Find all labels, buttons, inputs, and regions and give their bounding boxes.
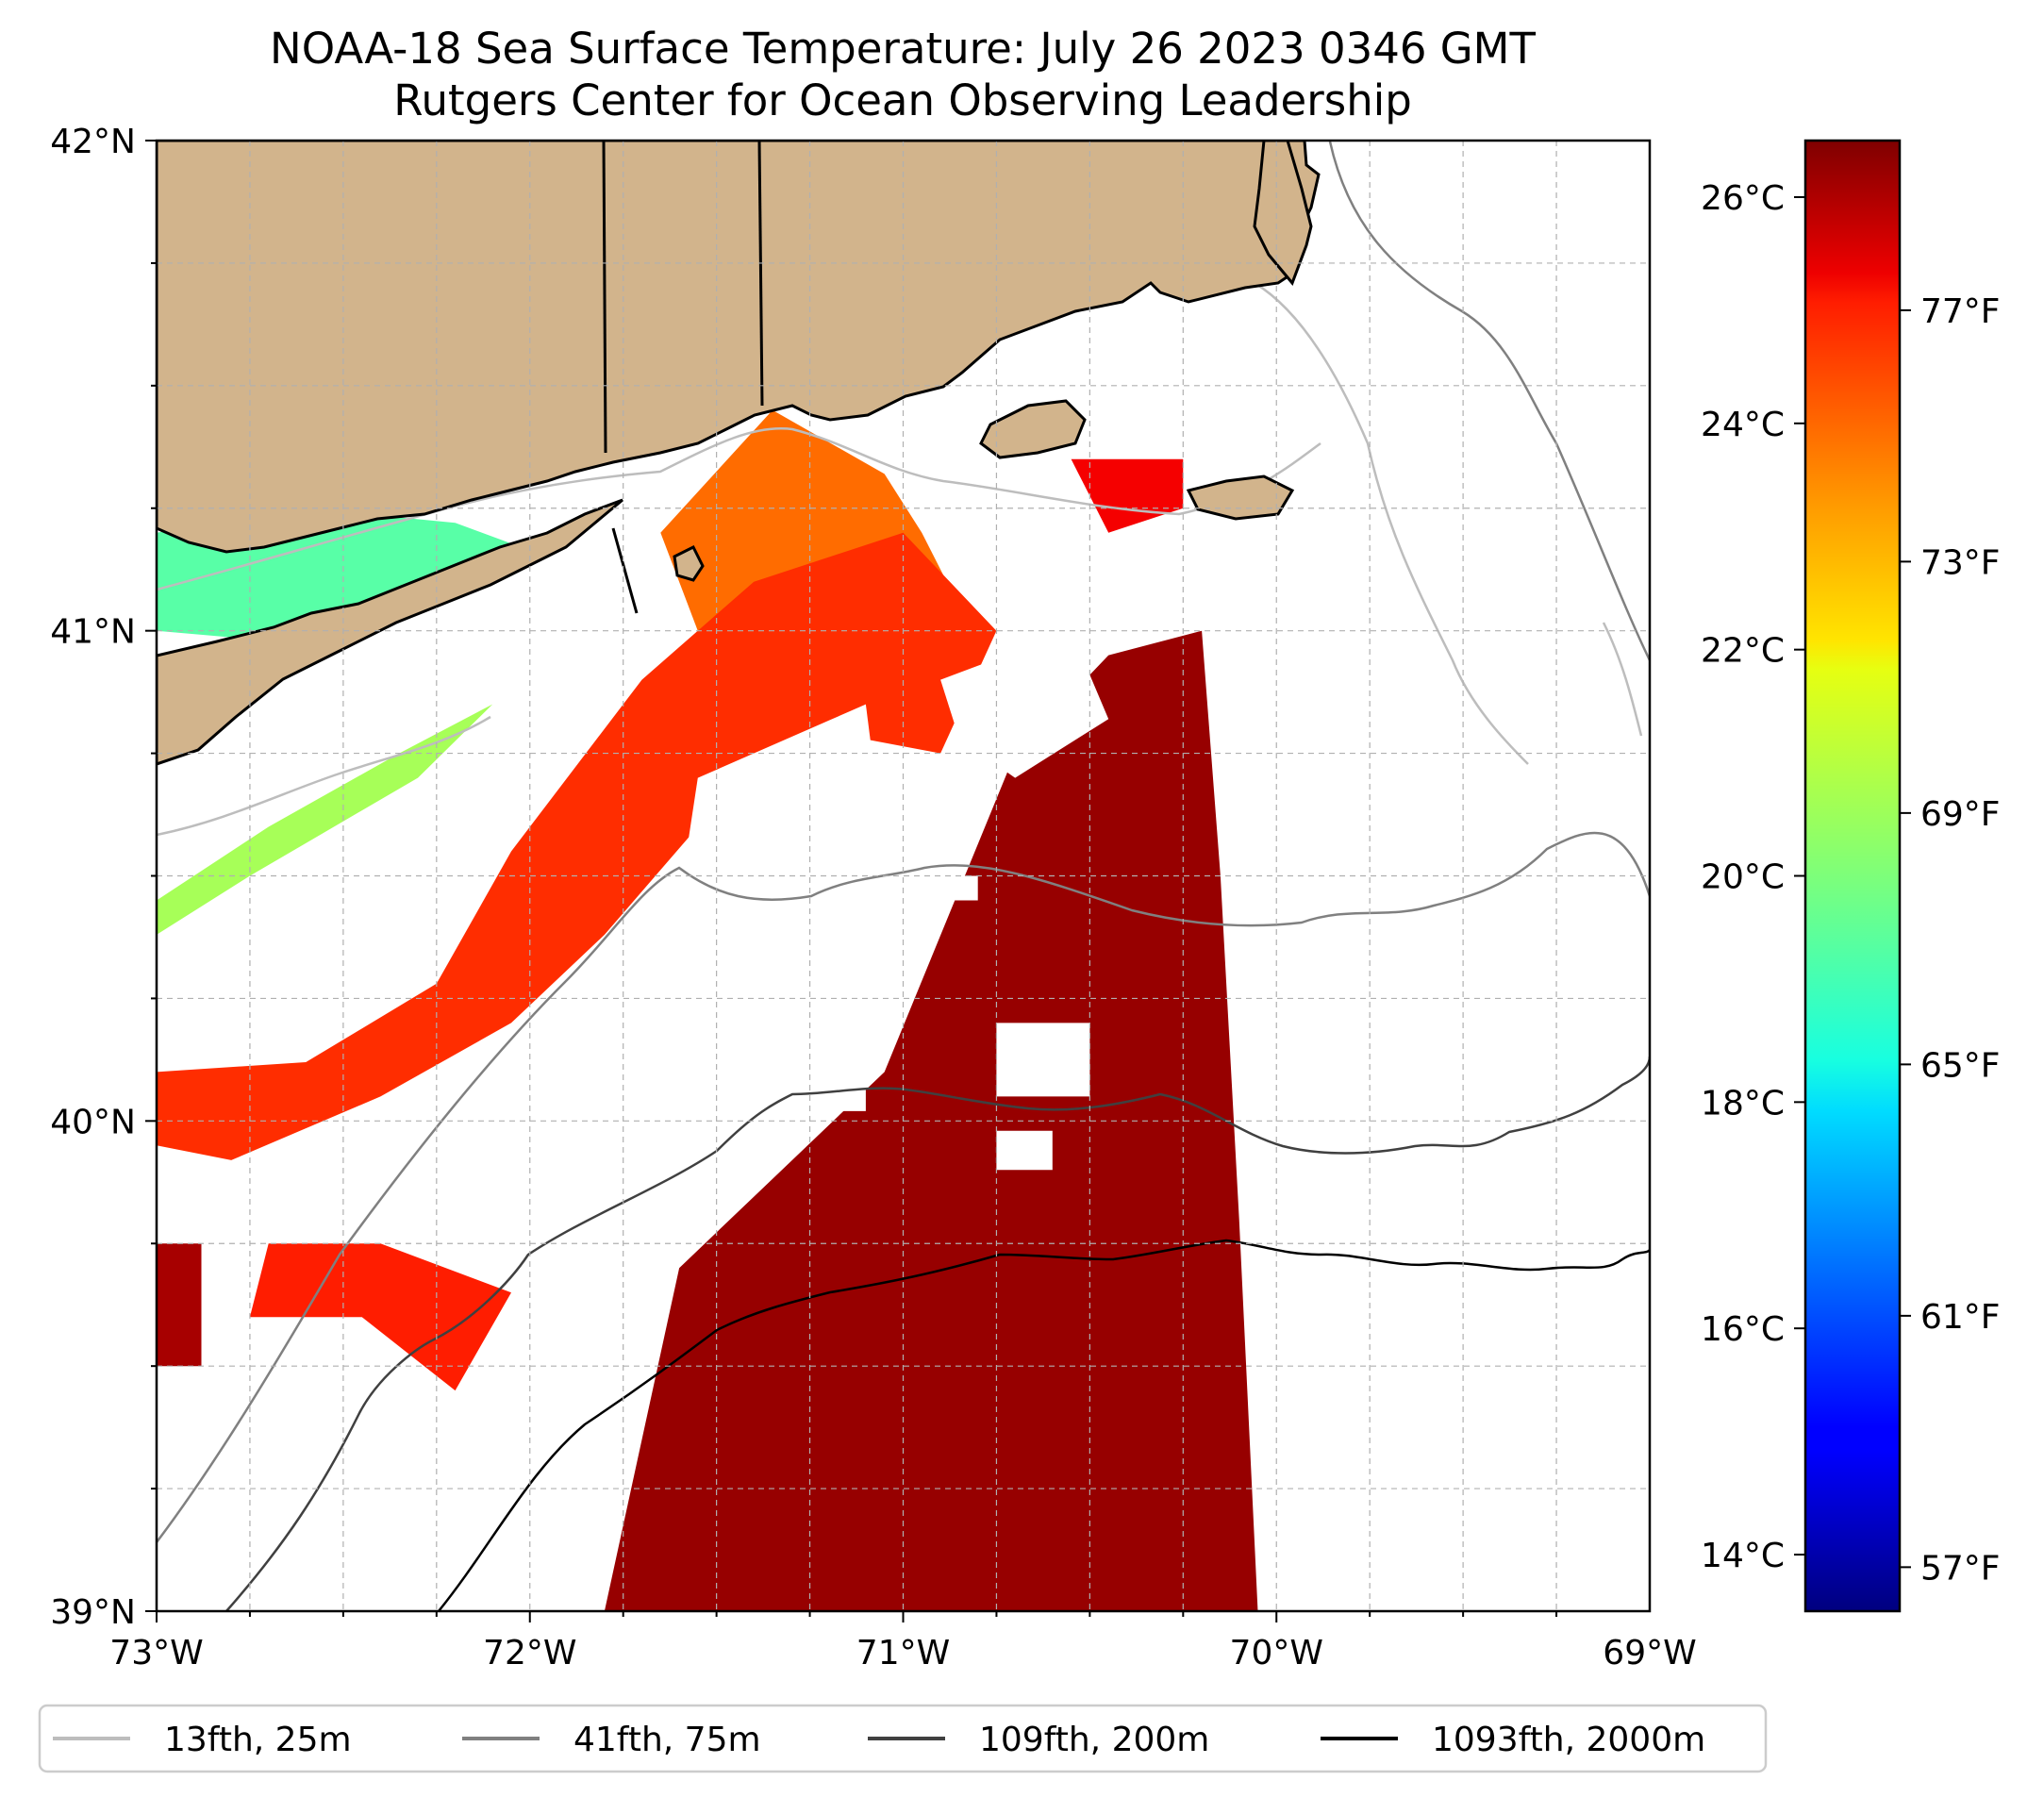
cloud-gap-6: [940, 875, 978, 901]
isobath-2000m: [438, 1239, 1650, 1611]
legend-label: 109fth, 200m: [979, 1721, 1209, 1759]
land: [157, 141, 1321, 766]
sst-region-nearshore-li: [157, 704, 493, 935]
x-tick-label: 70°W: [1230, 1634, 1323, 1672]
sst-region-cape-warm: [1071, 458, 1184, 533]
title-line-2: Rutgers Center for Ocean Observing Leade…: [393, 75, 1412, 125]
x-tick-label: 71°W: [856, 1634, 950, 1672]
isobath-75m: [157, 141, 1650, 1543]
cbar-f-tick-label: 73°F: [1920, 543, 2001, 582]
cbar-c-tick-label: 20°C: [1701, 858, 1785, 897]
cbar-f-tick-label: 61°F: [1920, 1298, 2001, 1337]
cloud-gap-5: [996, 1130, 1053, 1171]
gridlines: [157, 141, 1650, 1611]
sst-region-west-edge-warm: [157, 1243, 202, 1367]
x-tick-label: 69°W: [1603, 1634, 1696, 1672]
colorbar-fahrenheit-ticks: 57°F 61°F 65°F 69°F 73°F 77°F: [1900, 292, 2001, 1588]
cbar-f-tick-label: 65°F: [1920, 1046, 2001, 1085]
cloud-gap-2: [940, 630, 1109, 778]
sst-region-southwest-band: [249, 1243, 511, 1391]
land-marthas-vineyard: [979, 399, 1087, 459]
cloud-gap-layer: [679, 630, 1109, 1171]
cbar-f-tick-label: 69°F: [1920, 795, 2001, 834]
x-tick-label: 73°W: [109, 1634, 203, 1672]
y-axis: 42°N 41°N 40°N 39°N: [50, 123, 157, 1632]
y-tick-label: 40°N: [50, 1103, 136, 1141]
land-cape-cod: [1253, 141, 1313, 286]
colorbar-celsius-ticks: 14°C 16°C 18°C 20°C 22°C 24°C 26°C: [1701, 179, 1805, 1575]
cbar-c-tick-label: 14°C: [1701, 1537, 1785, 1575]
land-nantucket: [1186, 474, 1295, 521]
sst-region-shelf-band: [157, 532, 997, 1160]
legend-label: 1093fth, 2000m: [1432, 1721, 1705, 1759]
legend: 13fth, 25m 41fth, 75m 109fth, 200m 1093fth,…: [38, 1704, 1768, 1773]
map-panel: [157, 141, 1650, 1611]
state-borders: [602, 141, 764, 614]
cloud-gap-4: [821, 1023, 866, 1111]
cloud-gap-3: [996, 1023, 1090, 1097]
cbar-c-tick-label: 18°C: [1701, 1084, 1785, 1123]
cbar-f-tick-label: 77°F: [1920, 292, 2001, 331]
cbar-f-tick-label: 57°F: [1920, 1549, 2001, 1588]
legend-label: 41fth, 75m: [573, 1721, 761, 1759]
x-tick-label: 72°W: [483, 1634, 576, 1672]
x-axis: 73°W 72°W 71°W 70°W 69°W: [109, 1611, 1697, 1672]
cloud-gap-1: [679, 704, 885, 925]
land-long-island: [157, 498, 623, 766]
y-tick-label: 41°N: [50, 613, 136, 652]
y-tick-label: 39°N: [50, 1593, 136, 1632]
land-block-island: [673, 544, 705, 582]
colorbar: 14°C 16°C 18°C 20°C 22°C 24°C 26°C 57°F 61°F 65°…: [1701, 139, 2001, 1613]
land-mainland: [157, 141, 1321, 554]
isobath-200m: [225, 1056, 1650, 1611]
cbar-c-tick-label: 26°C: [1701, 179, 1785, 218]
cbar-c-tick-label: 24°C: [1701, 406, 1785, 444]
colorbar-gradient: [1803, 139, 1902, 1613]
cbar-c-tick-label: 22°C: [1701, 632, 1785, 671]
legend-label: 13fth, 25m: [164, 1721, 352, 1759]
title-line-1: NOAA-18 Sea Surface Temperature: July 26…: [270, 24, 1536, 74]
y-tick-label: 42°N: [50, 123, 136, 161]
cbar-c-tick-label: 16°C: [1701, 1310, 1785, 1349]
